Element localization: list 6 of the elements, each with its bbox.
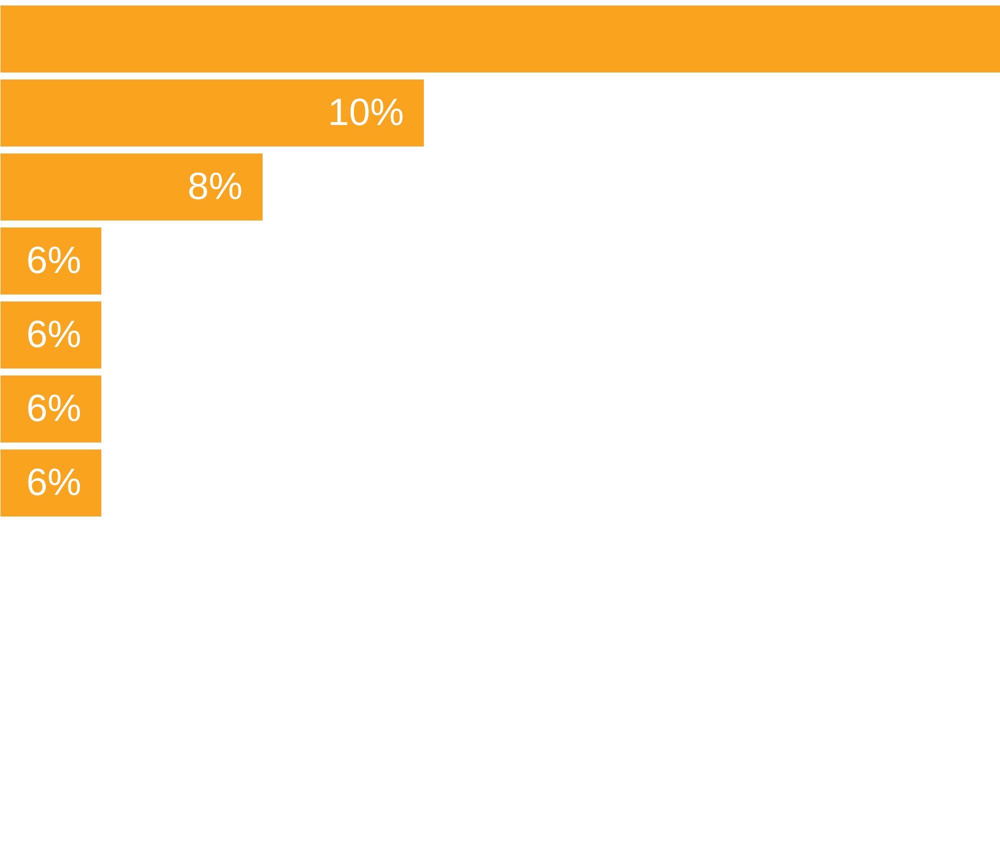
data-label: 6% bbox=[26, 388, 82, 430]
data-label: 6% bbox=[26, 240, 82, 282]
data-label: 8% bbox=[188, 166, 243, 208]
data-label: 6% bbox=[26, 462, 82, 504]
data-label: 6% bbox=[26, 314, 82, 356]
data-label: 10% bbox=[328, 92, 404, 134]
